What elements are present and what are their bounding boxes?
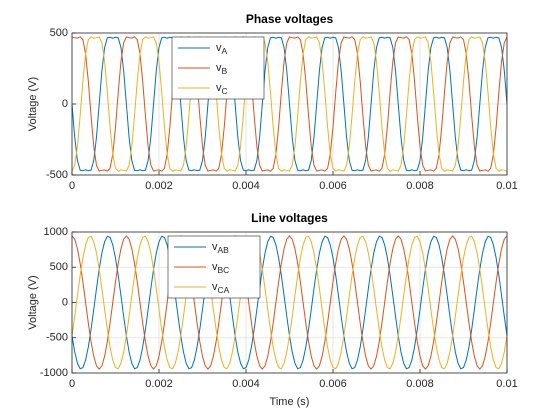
x-tick-label: 0.004 bbox=[232, 378, 260, 390]
y-tick-label: -1000 bbox=[40, 367, 68, 379]
y-tick-label: -500 bbox=[46, 169, 68, 181]
chart-title: Line voltages bbox=[251, 211, 328, 225]
legend-label: vAB bbox=[212, 241, 229, 255]
x-axis-label: Time (s) bbox=[270, 396, 310, 408]
x-tick-label: 0 bbox=[69, 180, 75, 192]
x-tick-label: 0.004 bbox=[232, 180, 260, 192]
axes-box bbox=[71, 32, 508, 176]
series-line bbox=[72, 36, 507, 172]
chart-title: Phase voltages bbox=[246, 12, 334, 26]
legend-label: vBC bbox=[212, 261, 229, 275]
x-tick-label: 0.002 bbox=[145, 180, 173, 192]
y-tick-label: 0 bbox=[62, 98, 68, 110]
series-line bbox=[72, 36, 507, 172]
y-axis-label: Voltage (V) bbox=[27, 77, 39, 131]
x-tick-label: 0.01 bbox=[496, 378, 517, 390]
series-line bbox=[72, 36, 507, 172]
x-tick-label: 0.01 bbox=[496, 180, 517, 192]
y-tick-label: 500 bbox=[50, 27, 68, 39]
series-line bbox=[72, 235, 507, 370]
x-tick-label: 0.002 bbox=[145, 378, 173, 390]
x-tick-label: 0.006 bbox=[319, 378, 347, 390]
y-tick-label: -500 bbox=[46, 332, 68, 344]
y-tick-label: 500 bbox=[50, 261, 68, 273]
axes-box bbox=[71, 231, 508, 374]
x-tick-label: 0.008 bbox=[406, 180, 434, 192]
x-tick-label: 0.008 bbox=[406, 378, 434, 390]
y-tick-label: 1000 bbox=[44, 226, 68, 238]
legend-label: vB bbox=[216, 62, 228, 76]
x-tick-label: 0.006 bbox=[319, 180, 347, 192]
y-tick-label: 0 bbox=[62, 296, 68, 308]
legend-label: vA bbox=[216, 42, 228, 56]
legend-label: vC bbox=[216, 82, 228, 96]
x-tick-label: 0 bbox=[69, 378, 75, 390]
y-axis-label: Voltage (V) bbox=[27, 275, 39, 329]
legend-label: vCA bbox=[212, 281, 230, 295]
